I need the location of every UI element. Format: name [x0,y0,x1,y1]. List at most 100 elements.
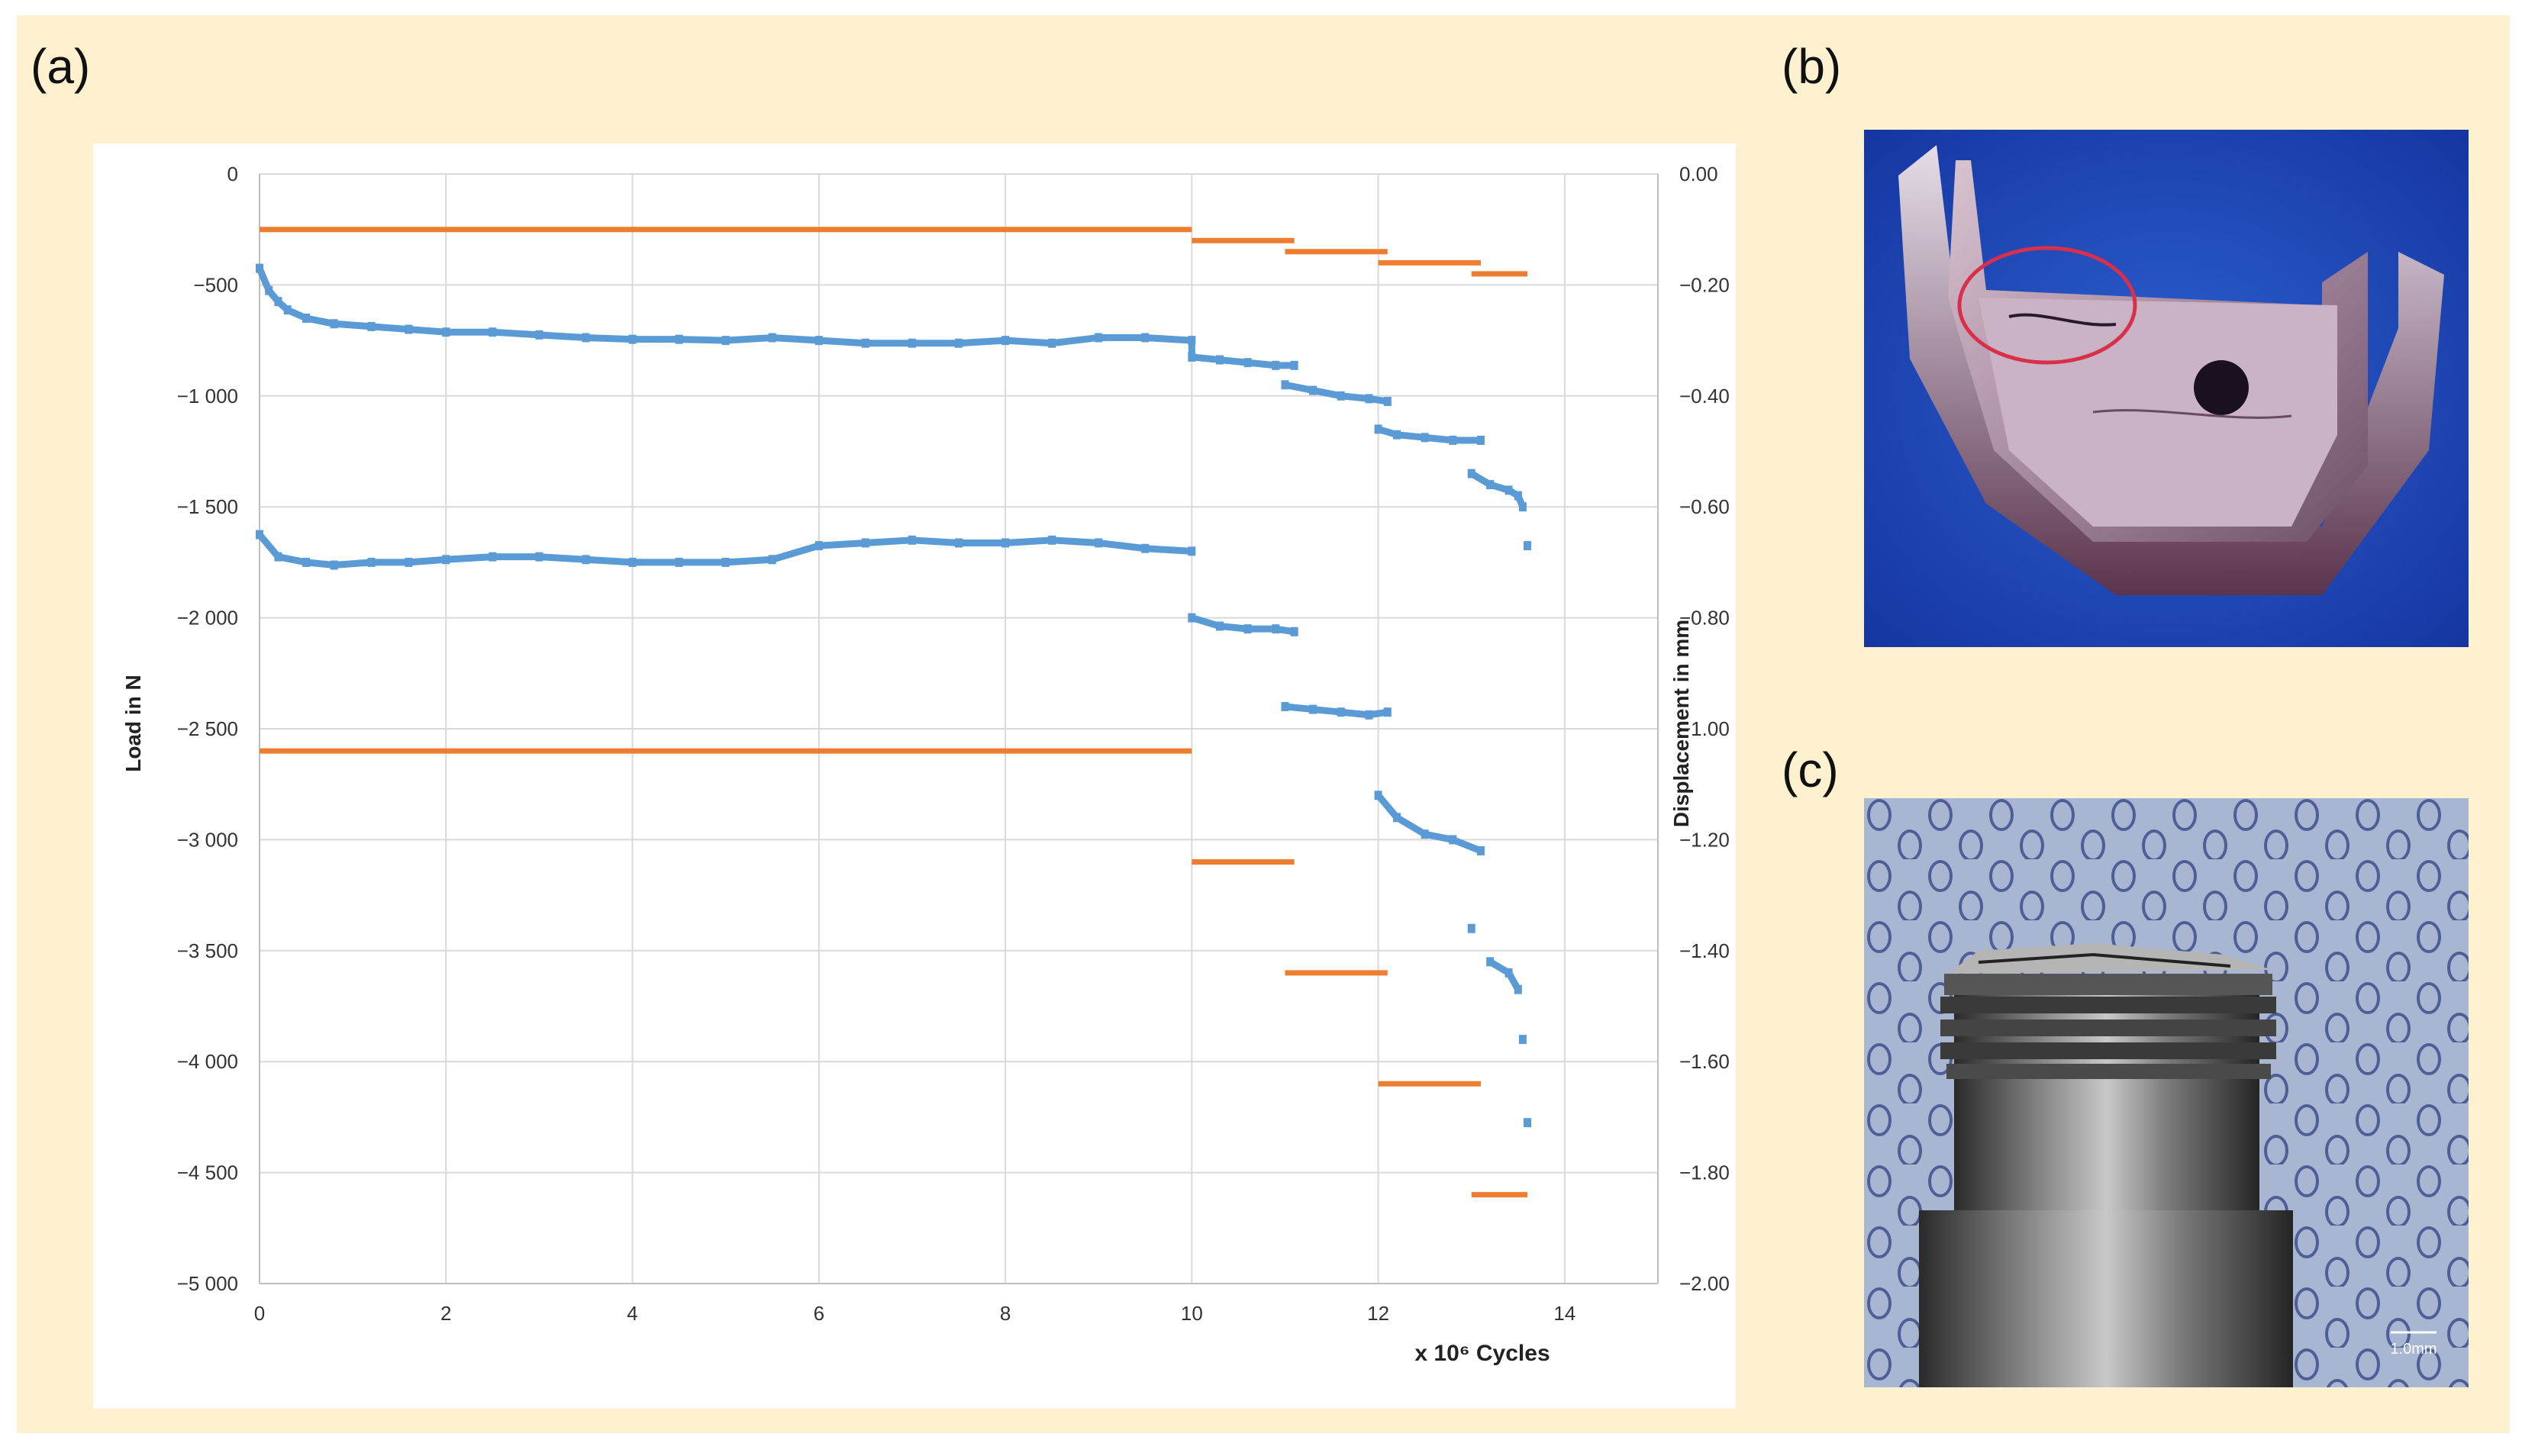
displacement-point [1188,546,1196,556]
y-right-tick-label: −0.80 [1679,607,1730,630]
displacement-point [908,338,916,348]
y-left-tick-label: −3 000 [177,828,238,851]
displacement-band [539,553,586,563]
displacement-band [585,556,633,566]
displacement-point [861,538,869,548]
displacement-point [1476,435,1485,445]
displacement-point [1001,538,1010,548]
displacement-point [721,557,730,567]
displacement-point [1281,701,1289,711]
displacement-band [771,542,821,563]
fatigue-chart: 0 −500 −1 000 −1 500 −2 000 −2 500 −3 000 −3 50… [121,163,1730,1366]
displacement-band [911,536,959,546]
displacement-point [1524,541,1532,551]
x-tick-label: 2 [440,1302,451,1325]
displacement-point [1449,435,1457,445]
displacement-band [585,333,633,343]
displacement-point [1048,338,1056,348]
displacement-point [1272,360,1280,370]
displacement-band [1312,706,1342,716]
displacement-point [1337,391,1345,401]
x-axis-label: x 10⁶ Cycles [1414,1341,1550,1366]
displacement-point [721,336,730,346]
displacement-point [1365,394,1373,404]
displacement-band [1191,353,1221,364]
displacement-band [1424,830,1454,843]
displacement-band [371,323,409,333]
displacement-point [628,334,637,344]
displacement-point [628,557,637,567]
displacement-point [1383,707,1392,717]
displacement-point [1514,984,1522,994]
displacement-band [1144,545,1192,555]
x-tick-label: 10 [1181,1302,1203,1325]
displacement-point [955,338,963,348]
displacement-band [445,553,493,563]
scale-bar-label: 1.0mm [2390,1341,2437,1358]
displacement-band [818,539,866,549]
displacement-point [1393,430,1401,440]
y-right-tick-label: −1.20 [1679,828,1730,851]
displacement-point [1048,535,1056,545]
displacement-point [330,319,338,329]
displacement-point [1272,624,1280,634]
displacement-point [814,336,823,346]
displacement-point [367,321,376,331]
y-right-tick-label: −1.00 [1679,717,1730,740]
displacement-band [1144,333,1192,344]
displacement-point [1290,360,1298,370]
displacement-point [1449,835,1457,845]
displacement-point [1188,352,1196,362]
displacement-point [1309,385,1317,395]
displacement-point [405,324,413,334]
displacement-band [334,320,372,330]
displacement-band [1005,536,1053,546]
displacement-point [1290,627,1298,636]
displacement-point [330,560,338,570]
displacement-point [535,552,543,562]
displacement-point [1467,469,1475,478]
x-tick-label: 4 [627,1302,637,1325]
displacement-point [1383,397,1392,407]
y-left-tick-label: −4 000 [177,1050,238,1073]
photo-thread: 1.0mm [1864,798,2469,1387]
displacement-point [1215,621,1224,631]
displacement-point [768,555,776,565]
displacement-point [955,538,963,548]
displacement-point [405,557,413,567]
panel-label-a: (a) [31,39,91,94]
displacement-point [1421,829,1429,839]
displacement-point [274,552,282,562]
displacement-point [1421,433,1429,443]
displacement-point [1374,791,1382,800]
displacement-band [305,559,335,569]
displacement-point [1141,333,1150,343]
displacement-point [1188,336,1196,346]
x-tick-label: 6 [814,1302,824,1325]
displacement-point [1281,380,1289,390]
displacement-point [302,557,311,567]
displacement-point [1486,480,1495,490]
y-left-tick-label: −500 [193,273,238,296]
displacement-point [283,305,292,315]
displacement-band [1424,433,1453,444]
y-left-tick-label: −1 000 [177,385,238,407]
y-right-tick-label: −1.40 [1679,939,1730,962]
displacement-band [818,337,866,347]
displacement-point [1374,424,1382,434]
displacement-point [1518,502,1527,512]
y-right-tick-label: −0.20 [1679,273,1730,296]
displacement-point [1524,1118,1532,1128]
displacement-band [1219,356,1249,366]
y-right-tick-label: −0.40 [1679,385,1730,407]
x-tick-label: 12 [1367,1302,1389,1325]
displacement-band [1219,623,1249,633]
y-left-tick-label: −3 500 [177,939,238,962]
displacement-point [274,297,282,307]
displacement-point [1243,358,1252,368]
displacement-point [1486,957,1495,967]
displacement-band [865,536,913,546]
displacement-point [1467,923,1475,933]
displacement-point [675,334,683,344]
displacement-band [492,328,540,339]
